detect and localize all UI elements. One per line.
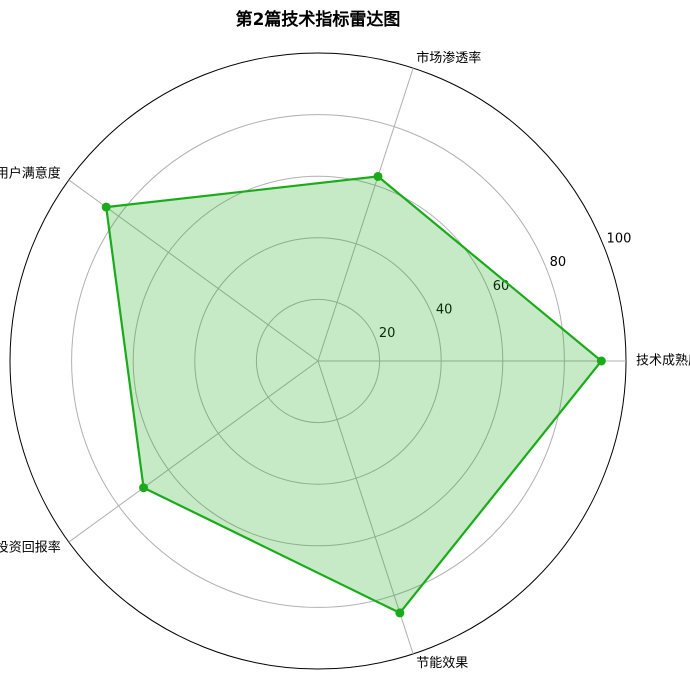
axis-label: 用户满意度 (0, 166, 61, 182)
r-tick-label: 20 (379, 326, 396, 341)
spoke (317, 67, 414, 362)
spoke (317, 360, 414, 655)
point (139, 483, 149, 493)
axis-label: 投资回报率 (0, 539, 61, 555)
axis-label: 市场渗透率 (416, 50, 481, 66)
point (101, 202, 111, 212)
axis-label: 节能效果 (416, 656, 468, 671)
point (395, 608, 405, 618)
spoke (68, 179, 319, 362)
spoke (68, 360, 319, 543)
r-tick-label: 80 (550, 255, 567, 270)
axis-label: 技术成熟度 (636, 353, 690, 369)
point (373, 171, 383, 181)
area (104, 175, 603, 615)
point (596, 356, 606, 366)
r-tick-label: 100 (607, 232, 632, 247)
r-tick-label: 40 (436, 302, 453, 317)
chart-title: 第2篇技术指标雷达图 (236, 9, 401, 30)
